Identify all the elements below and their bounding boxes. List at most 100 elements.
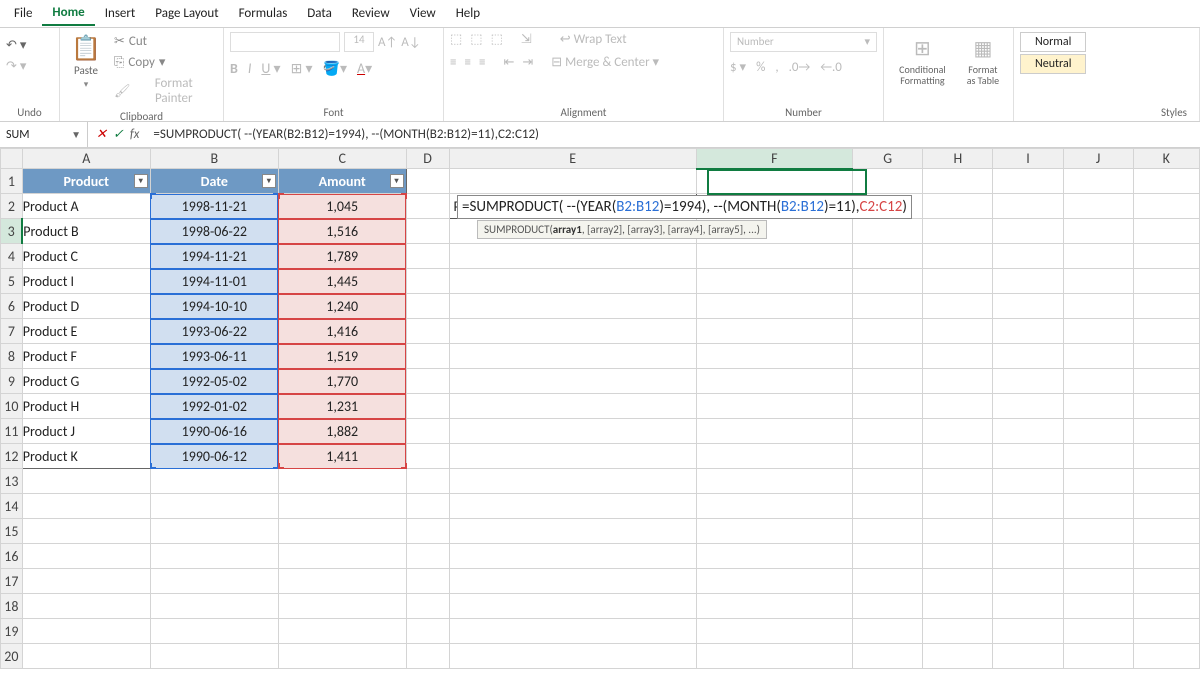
cell-E7[interactable] (449, 319, 696, 344)
increase-decimal-button[interactable]: .0→ (789, 60, 811, 75)
row-header-12[interactable]: 12 (1, 444, 23, 469)
col-header-C[interactable]: C (278, 149, 406, 169)
cell-C9[interactable]: 1,770 (278, 369, 406, 394)
cell-H6[interactable] (923, 294, 993, 319)
menu-item-review[interactable]: Review (342, 2, 400, 25)
cell-I3[interactable] (993, 219, 1063, 244)
cell-K5[interactable] (1133, 269, 1199, 294)
comma-button[interactable]: , (775, 60, 778, 75)
row-header-8[interactable]: 8 (1, 344, 23, 369)
row-header-10[interactable]: 10 (1, 394, 23, 419)
cell-K15[interactable] (1133, 519, 1199, 544)
cell-C1[interactable]: Amount▾ (278, 169, 406, 194)
cell-H1[interactable] (923, 169, 993, 194)
cell-B9[interactable]: 1992-05-02 (150, 369, 278, 394)
cell-F8[interactable] (696, 344, 852, 369)
cell-A4[interactable]: Product C (22, 244, 150, 269)
cell-B14[interactable] (150, 494, 278, 519)
cell-C11[interactable]: 1,882 (278, 419, 406, 444)
format-as-table-button[interactable]: ▦ Format as Table (959, 32, 1007, 88)
cell-G16[interactable] (853, 544, 923, 569)
cell-A18[interactable] (22, 594, 150, 619)
cut-button[interactable]: ✂Cut (110, 32, 217, 51)
cell-D1[interactable] (406, 169, 449, 194)
cell-I11[interactable] (993, 419, 1063, 444)
cell-E13[interactable] (449, 469, 696, 494)
cell-A13[interactable] (22, 469, 150, 494)
cell-H7[interactable] (923, 319, 993, 344)
cell-A5[interactable]: Product I (22, 269, 150, 294)
cell-J14[interactable] (1063, 494, 1133, 519)
cell-I14[interactable] (993, 494, 1063, 519)
cell-A3[interactable]: Product B (22, 219, 150, 244)
cell-F20[interactable] (696, 644, 852, 669)
cell-K2[interactable] (1133, 194, 1199, 219)
font-color-button[interactable]: A▾ (357, 60, 372, 77)
cell-G12[interactable] (853, 444, 923, 469)
cell-E8[interactable] (449, 344, 696, 369)
name-box[interactable]: SUM ▼ (0, 122, 88, 147)
cell-E12[interactable] (449, 444, 696, 469)
cell-B15[interactable] (150, 519, 278, 544)
cell-G8[interactable] (853, 344, 923, 369)
cell-J12[interactable] (1063, 444, 1133, 469)
menu-item-page-layout[interactable]: Page Layout (145, 2, 228, 25)
cell-I13[interactable] (993, 469, 1063, 494)
cell-C20[interactable] (278, 644, 406, 669)
formula-editing-overlay[interactable]: =SUMPRODUCT( --(YEAR(B2:B12)=1994), --(M… (457, 195, 912, 219)
cell-I1[interactable] (993, 169, 1063, 194)
row-header-3[interactable]: 3 (1, 219, 23, 244)
cell-G1[interactable] (853, 169, 923, 194)
row-header-19[interactable]: 19 (1, 619, 23, 644)
row-header-5[interactable]: 5 (1, 269, 23, 294)
cell-E9[interactable] (449, 369, 696, 394)
cell-B13[interactable] (150, 469, 278, 494)
cell-J2[interactable] (1063, 194, 1133, 219)
cell-C6[interactable]: 1,240 (278, 294, 406, 319)
cell-G7[interactable] (853, 319, 923, 344)
cell-A17[interactable] (22, 569, 150, 594)
cell-E19[interactable] (449, 619, 696, 644)
cell-J5[interactable] (1063, 269, 1133, 294)
row-header-18[interactable]: 18 (1, 594, 23, 619)
conditional-formatting-button[interactable]: ⊞ Conditional Formatting (890, 32, 955, 88)
row-header-17[interactable]: 17 (1, 569, 23, 594)
italic-button[interactable]: I (248, 60, 252, 77)
cell-J13[interactable] (1063, 469, 1133, 494)
fx-icon[interactable]: fx (130, 127, 140, 142)
row-header-11[interactable]: 11 (1, 419, 23, 444)
cell-J15[interactable] (1063, 519, 1133, 544)
redo-icon[interactable]: ↷ ▾ (6, 59, 26, 74)
cell-A2[interactable]: Product A (22, 194, 150, 219)
cell-K3[interactable] (1133, 219, 1199, 244)
cell-D13[interactable] (406, 469, 449, 494)
cell-F12[interactable] (696, 444, 852, 469)
cell-H15[interactable] (923, 519, 993, 544)
cell-B5[interactable]: 1994-11-01 (150, 269, 278, 294)
align-left-icon[interactable]: ≡ (450, 55, 456, 70)
filter-icon[interactable]: ▾ (390, 174, 404, 188)
formula-input[interactable]: =SUMPRODUCT( --(YEAR(B2:B12)=1994), --(M… (147, 127, 1200, 142)
menu-item-home[interactable]: Home (42, 1, 94, 26)
cell-H18[interactable] (923, 594, 993, 619)
cell-A1[interactable]: Product▾ (22, 169, 150, 194)
cell-B3[interactable]: 1998-06-22 (150, 219, 278, 244)
cell-F15[interactable] (696, 519, 852, 544)
cell-F16[interactable] (696, 544, 852, 569)
row-header-6[interactable]: 6 (1, 294, 23, 319)
cell-C7[interactable]: 1,416 (278, 319, 406, 344)
cell-H16[interactable] (923, 544, 993, 569)
cell-K8[interactable] (1133, 344, 1199, 369)
cell-F9[interactable] (696, 369, 852, 394)
filter-icon[interactable]: ▾ (134, 174, 148, 188)
cell-E20[interactable] (449, 644, 696, 669)
font-size-box[interactable]: 14 (344, 32, 374, 52)
cell-D11[interactable] (406, 419, 449, 444)
percent-button[interactable]: % (756, 60, 765, 75)
cell-G4[interactable] (853, 244, 923, 269)
style-normal[interactable]: Normal (1020, 32, 1086, 52)
cell-A20[interactable] (22, 644, 150, 669)
cell-C16[interactable] (278, 544, 406, 569)
cell-B18[interactable] (150, 594, 278, 619)
cell-J9[interactable] (1063, 369, 1133, 394)
